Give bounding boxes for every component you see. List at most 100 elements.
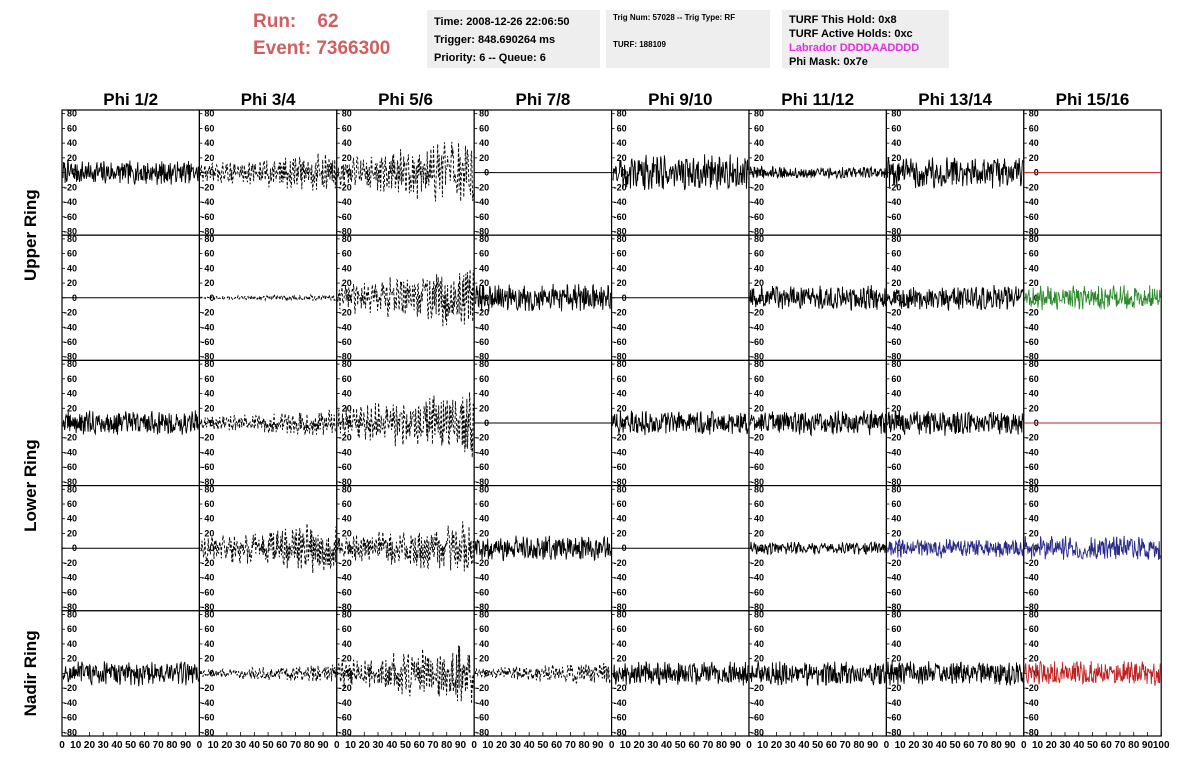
y-tick-label: 60 <box>342 374 352 384</box>
y-tick-label: -60 <box>64 587 77 597</box>
y-tick-label: -40 <box>339 322 352 332</box>
x-tick-label: 90 <box>867 740 879 751</box>
x-tick-label: 80 <box>441 740 453 751</box>
waveform-trace <box>337 269 474 327</box>
x-tick-label: 0 <box>746 740 752 751</box>
y-tick-label: 60 <box>891 624 901 634</box>
event-label: Event: <box>253 38 312 59</box>
y-tick-label: 40 <box>479 138 489 148</box>
y-tick-label: 80 <box>617 484 627 494</box>
run-row: Run: 62 <box>253 8 390 35</box>
y-tick-label: 20 <box>67 153 77 163</box>
y-tick-label: 80 <box>204 109 214 119</box>
y-tick-label: -60 <box>888 337 901 347</box>
y-tick-label: -20 <box>201 683 214 693</box>
y-tick-label: -20 <box>888 182 901 192</box>
y-tick-label: 40 <box>617 514 627 524</box>
y-tick-label: -80 <box>888 602 901 612</box>
y-tick-label: 60 <box>891 499 901 509</box>
y-tick-label: 60 <box>67 624 77 634</box>
waveform-trace <box>200 523 337 574</box>
y-tick-label: 80 <box>67 484 77 494</box>
x-tick-label: 30 <box>98 740 110 751</box>
waveform-trace <box>749 661 886 687</box>
y-tick-label: -80 <box>64 727 77 737</box>
y-tick-label: 20 <box>342 403 352 413</box>
y-tick-label: 40 <box>617 138 627 148</box>
y-tick-label: -20 <box>476 558 489 568</box>
column-title: Phi 15/16 <box>1056 90 1130 109</box>
y-tick-label: -40 <box>339 197 352 207</box>
x-tick-label: 20 <box>634 740 646 751</box>
y-tick-label: -60 <box>201 212 214 222</box>
y-tick-label: 40 <box>342 389 352 399</box>
y-tick-label: 60 <box>204 123 214 133</box>
y-tick-label: 20 <box>342 528 352 538</box>
y-tick-label: 40 <box>342 514 352 524</box>
y-tick-label: -60 <box>888 587 901 597</box>
waveform-trace <box>62 661 199 687</box>
x-tick-label: 50 <box>950 740 962 751</box>
y-tick-label: -80 <box>614 477 627 487</box>
column-titles: Phi 1/2 Phi 3/4 Phi 5/6 Phi 7/8 Phi 9/10 Phi … <box>103 90 1129 109</box>
x-tick-label: 0 <box>197 740 203 751</box>
y-tick-label: -40 <box>64 197 77 207</box>
y-tick-label: -40 <box>1026 698 1039 708</box>
x-tick-label: 0 <box>884 740 890 751</box>
x-tick-label: 40 <box>524 740 536 751</box>
y-tick-label: -80 <box>339 477 352 487</box>
y-tick-label: 80 <box>204 484 214 494</box>
y-tick-label: -60 <box>476 212 489 222</box>
y-tick-label: -20 <box>64 433 77 443</box>
y-tick-label: -20 <box>614 558 627 568</box>
y-tick-label: 80 <box>754 609 764 619</box>
y-tick-label: 60 <box>617 123 627 133</box>
y-tick-label: 20 <box>1029 153 1039 163</box>
x-tick-label: 40 <box>249 740 261 751</box>
y-tick-label: -20 <box>614 433 627 443</box>
x-tick-label: 30 <box>235 740 247 751</box>
y-tick-label: 80 <box>891 234 901 244</box>
y-tick-label: 80 <box>204 609 214 619</box>
y-tick-label: 20 <box>204 278 214 288</box>
y-tick-label: 60 <box>67 499 77 509</box>
labrador-text: Labrador DDDDAADDDD <box>789 42 920 54</box>
y-tick-label: 40 <box>342 138 352 148</box>
y-tick-label: -20 <box>201 433 214 443</box>
y-tick-label: -80 <box>201 352 214 362</box>
y-tick-label: -60 <box>751 587 764 597</box>
x-tick-label: 80 <box>991 740 1003 751</box>
y-tick-label: 40 <box>67 514 77 524</box>
waveform-panels: 806040200-20-40-60-80806040200-20-40-60-… <box>61 109 1162 737</box>
y-tick-label: 60 <box>1029 123 1039 133</box>
y-tick-label: -80 <box>339 352 352 362</box>
y-tick-label: -40 <box>751 197 764 207</box>
y-tick-label: -40 <box>614 197 627 207</box>
y-tick-label: 40 <box>891 138 901 148</box>
y-tick-label: 20 <box>891 528 901 538</box>
x-tick-label: 50 <box>812 740 824 751</box>
y-tick-label: 40 <box>479 639 489 649</box>
y-tick-label: 40 <box>891 263 901 273</box>
time-trigger-box: Time: 2008-12-26 22:06:50 Trigger: 848.6… <box>427 10 600 68</box>
waveform-trace <box>749 410 886 437</box>
y-tick-label: 0 <box>896 543 901 553</box>
y-tick-label: -80 <box>888 727 901 737</box>
y-tick-label: 20 <box>204 403 214 413</box>
y-tick-label: -60 <box>888 462 901 472</box>
y-tick-label: -40 <box>888 573 901 583</box>
waveform-trace <box>1024 535 1161 561</box>
x-tick-label: 0 <box>1021 740 1027 751</box>
y-tick-label: 60 <box>617 499 627 509</box>
y-tick-label: 20 <box>891 153 901 163</box>
y-tick-label: -40 <box>751 322 764 332</box>
